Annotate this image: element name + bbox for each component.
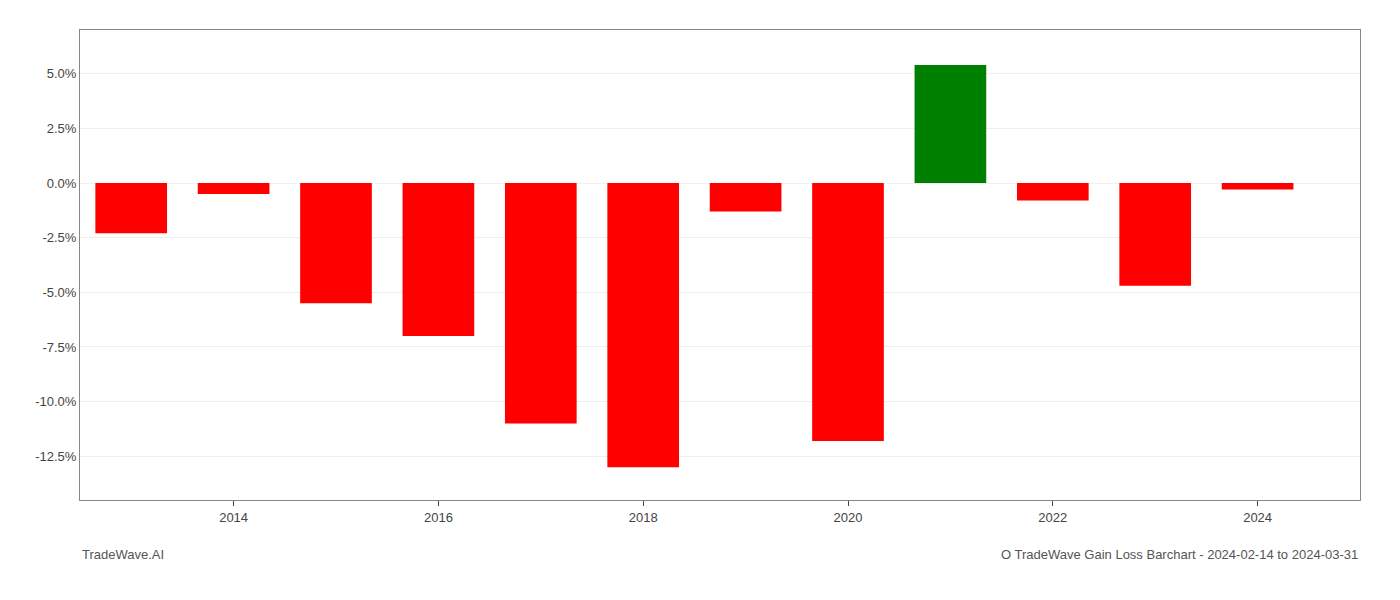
- svg-text:2018: 2018: [629, 510, 658, 525]
- svg-text:TradeWave.AI: TradeWave.AI: [82, 547, 164, 562]
- svg-text:O TradeWave Gain Loss Barchart: O TradeWave Gain Loss Barchart - 2024-02…: [1001, 547, 1358, 562]
- svg-text:2.5%: 2.5%: [47, 121, 77, 136]
- svg-text:-2.5%: -2.5%: [42, 230, 76, 245]
- svg-text:2016: 2016: [424, 510, 453, 525]
- svg-text:2020: 2020: [834, 510, 863, 525]
- svg-text:2014: 2014: [219, 510, 248, 525]
- svg-text:5.0%: 5.0%: [47, 66, 77, 81]
- svg-text:0.0%: 0.0%: [47, 176, 77, 191]
- svg-text:2024: 2024: [1243, 510, 1272, 525]
- svg-text:-12.5%: -12.5%: [35, 449, 77, 464]
- svg-text:-10.0%: -10.0%: [35, 394, 77, 409]
- svg-text:2022: 2022: [1038, 510, 1067, 525]
- svg-text:-5.0%: -5.0%: [42, 285, 76, 300]
- svg-text:-7.5%: -7.5%: [42, 340, 76, 355]
